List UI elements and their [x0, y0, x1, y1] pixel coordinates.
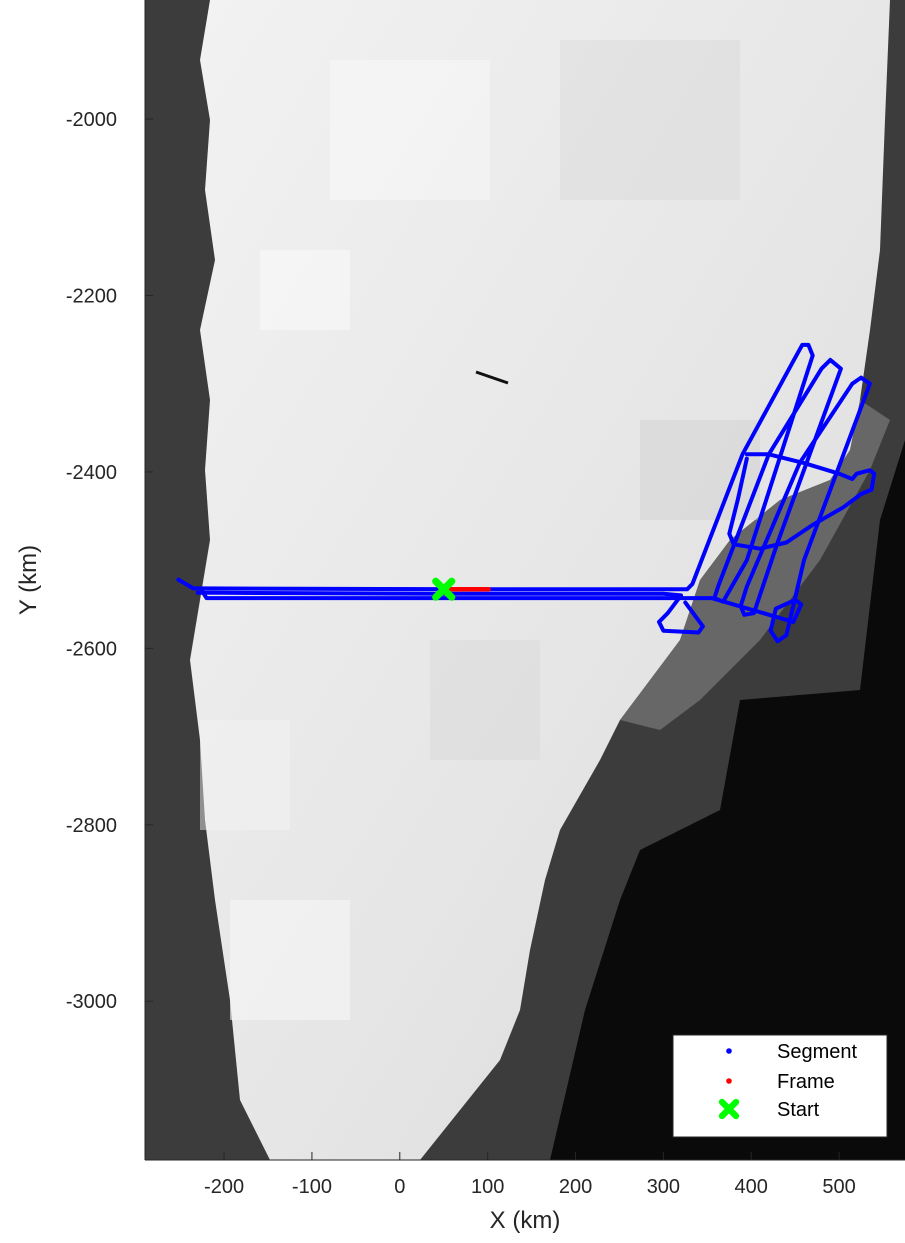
- mosaic-tile: [640, 420, 760, 520]
- mosaic-tile: [260, 250, 350, 330]
- x-tick-label: -100: [292, 1176, 332, 1198]
- segment-track: [195, 590, 705, 635]
- legend-marker-start: [718, 1098, 740, 1120]
- y-tick-label: -2800: [66, 815, 117, 837]
- mosaic-tile: [230, 900, 350, 1020]
- legend-box: [672, 1034, 888, 1138]
- start-marker: [432, 577, 456, 601]
- x-tick-label: -200: [204, 1176, 244, 1198]
- legend-marker-segment: [726, 1048, 732, 1054]
- plot-layer: [176, 342, 877, 644]
- segment-track: [176, 342, 872, 644]
- x-axis: -200 -100 0 100 200 300 400 500: [145, 1152, 905, 1198]
- x-tick-label: 100: [471, 1176, 504, 1198]
- basemap: [145, 0, 905, 1160]
- legend-marker-frame: [726, 1078, 732, 1084]
- x-tick-label: 0: [394, 1176, 405, 1198]
- series-start: [432, 577, 456, 601]
- ice-sheet: [190, 0, 890, 1160]
- series-segment: [176, 342, 877, 644]
- mosaic-tile: [330, 60, 490, 200]
- x-axis-label: X (km): [490, 1207, 561, 1234]
- y-tick-label: -2400: [66, 462, 117, 484]
- x-tick-label: 300: [647, 1176, 680, 1198]
- legend-start-x-icon: [718, 1098, 740, 1120]
- y-axis: -3000 -2800 -2600 -2400 -2200 -2000: [66, 0, 153, 1160]
- y-axis-label: Y (km): [15, 545, 42, 615]
- mosaic-tile: [430, 640, 540, 760]
- x-tick-label: 400: [735, 1176, 768, 1198]
- y-tick-label: -3000: [66, 991, 117, 1013]
- legend-label-frame: Frame: [777, 1071, 835, 1093]
- legend: Segment Frame Start: [672, 1034, 888, 1138]
- segment-track: [727, 452, 877, 551]
- y-tick-label: -2000: [66, 109, 117, 131]
- basemap-streak: [475, 370, 509, 385]
- mosaic-tile: [200, 720, 290, 830]
- mosaic-tile: [560, 40, 740, 200]
- x-tick-label: 500: [822, 1176, 855, 1198]
- y-tick-label: -2600: [66, 638, 117, 660]
- legend-label-segment: Segment: [777, 1041, 857, 1063]
- x-tick-label: 200: [559, 1176, 592, 1198]
- y-tick-label: -2200: [66, 286, 117, 308]
- legend-label-start: Start: [777, 1099, 820, 1121]
